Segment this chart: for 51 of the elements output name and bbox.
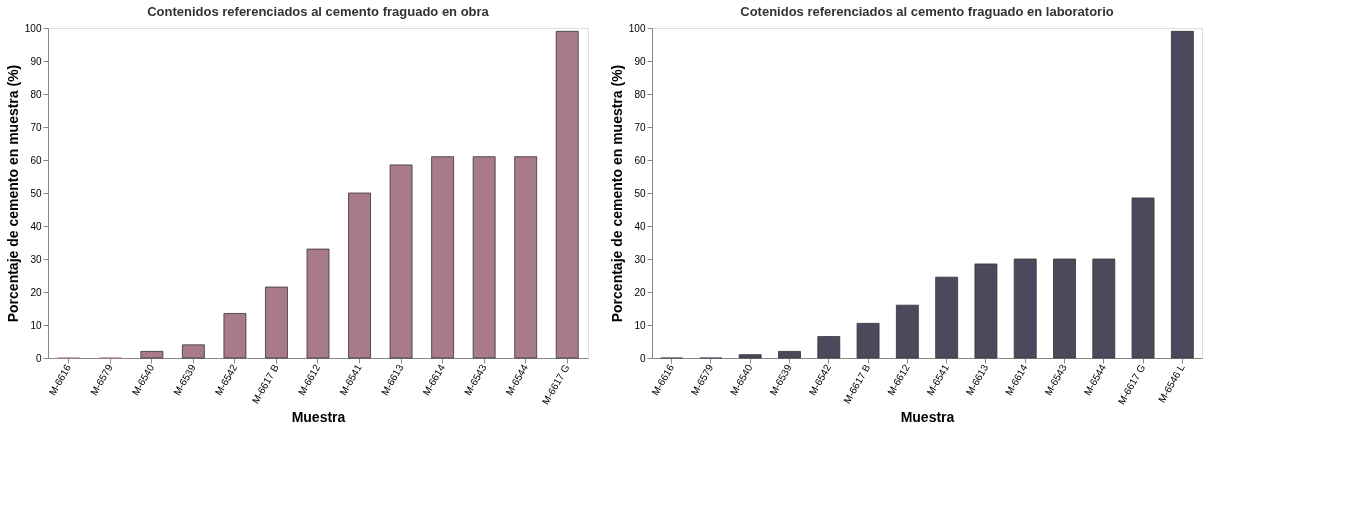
y-tick-label: 10 (634, 319, 646, 331)
chart-title: Contenidos referenciados al cemento fraguado en obra (147, 4, 490, 19)
bar (472, 156, 496, 359)
bar (856, 322, 880, 359)
y-tick-label: 100 (628, 22, 646, 34)
bar (389, 164, 413, 359)
bar (555, 30, 579, 359)
y-axis-title: Porcentaje de cemento en muestra (%) (4, 64, 21, 323)
bar (1013, 258, 1037, 359)
y-tick-label: 100 (24, 22, 42, 34)
bar (1053, 258, 1076, 359)
bar (1170, 30, 1194, 359)
y-tick-label: 80 (30, 88, 42, 100)
y-tick-label: 20 (634, 286, 646, 298)
y-tick-label: 80 (634, 88, 646, 100)
bar (306, 248, 330, 359)
y-tick-label: 20 (30, 286, 42, 298)
bar (974, 263, 998, 359)
bar (935, 276, 959, 359)
y-tick-label: 0 (639, 352, 646, 364)
bar (738, 354, 762, 359)
y-tick-label: 70 (634, 121, 646, 133)
y-tick-label: 0 (35, 352, 42, 364)
bar (431, 156, 455, 359)
y-tick-label: 30 (634, 253, 646, 265)
y-tick-label: 90 (30, 55, 42, 67)
bar (140, 351, 164, 359)
bar (817, 336, 841, 359)
y-tick-label: 30 (30, 253, 42, 265)
bar (895, 304, 919, 359)
bar (348, 192, 371, 359)
x-axis-title: Muestra (900, 408, 955, 425)
y-tick-label: 40 (634, 220, 646, 232)
y-tick-label: 60 (30, 154, 42, 166)
y-tick-label: 70 (30, 121, 42, 133)
bar (265, 286, 288, 359)
x-axis-title: Muestra (291, 408, 346, 425)
bar (514, 156, 538, 359)
y-tick-label: 50 (634, 187, 646, 199)
y-tick-label: 90 (634, 55, 646, 67)
bar (223, 313, 247, 359)
bar (181, 344, 205, 359)
bar (1092, 258, 1116, 359)
bar (1131, 197, 1155, 359)
chart-title: Cotenidos referenciados al cemento fraguado en laboratorio (740, 4, 1114, 19)
y-axis-title: Porcentaje de cemento en muestra (%) (608, 64, 625, 323)
bar (778, 351, 801, 359)
y-tick-label: 60 (634, 154, 646, 166)
y-tick-label: 40 (30, 220, 42, 232)
y-tick-label: 50 (30, 187, 42, 199)
y-tick-label: 10 (30, 319, 42, 331)
